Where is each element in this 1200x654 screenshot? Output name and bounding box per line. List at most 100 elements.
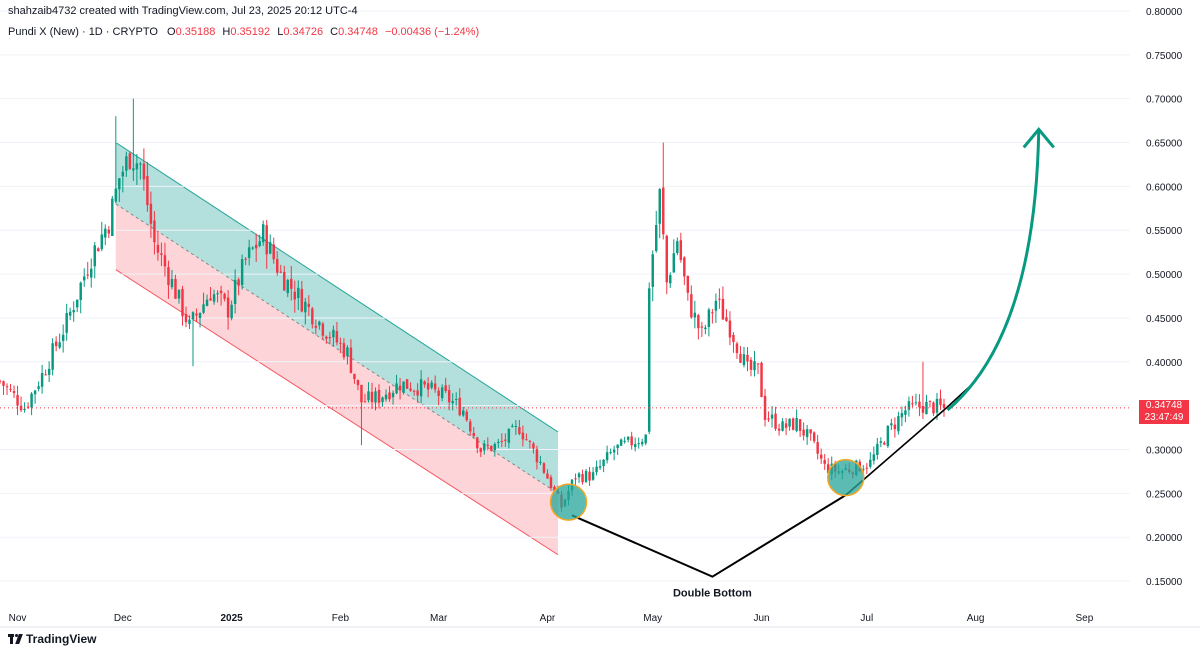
candle-body [907, 401, 911, 410]
candle [37, 381, 40, 392]
candle-body [283, 272, 286, 291]
candle-body [809, 429, 812, 434]
open-value: 0.35188 [175, 26, 216, 38]
candle [9, 383, 12, 392]
candle-body [942, 404, 946, 408]
candle-body [409, 388, 412, 391]
candle [86, 261, 89, 280]
candle [574, 473, 577, 487]
candle-body [121, 171, 125, 177]
time-axis[interactable]: Nov Dec 2025 Feb Mar Apr May Jun Jul Aug Sep [0, 613, 1200, 628]
candle-body [304, 301, 307, 313]
candle-body [5, 386, 9, 388]
candle [233, 269, 237, 314]
candle-body [651, 254, 654, 287]
candle [163, 242, 167, 277]
candle [886, 425, 890, 448]
candle-body [75, 299, 79, 308]
candle [44, 369, 47, 376]
time-tick-label: Jul [860, 613, 873, 624]
candle [623, 436, 626, 444]
candle-body [476, 437, 479, 449]
candle-body [598, 466, 602, 468]
candle [216, 290, 219, 303]
candle-body [139, 163, 142, 165]
candle [707, 307, 711, 337]
symbol-legend[interactable]: Pundi X (New) · 1D · CRYPTO O0.35188 H0.… [8, 26, 483, 38]
candle-body [451, 401, 454, 404]
candle-body [191, 312, 195, 320]
candle-body [521, 432, 525, 440]
candle-body [135, 163, 139, 170]
candle-body [500, 440, 504, 442]
price-tick-label: 0.55000 [1146, 226, 1183, 237]
candle [469, 419, 472, 436]
candle [876, 438, 879, 460]
candle-body [174, 278, 177, 299]
candle [767, 411, 770, 422]
candle [181, 285, 184, 326]
candle-body [44, 374, 47, 376]
tradingview-brand[interactable]: TradingView [8, 632, 96, 646]
candle-body [805, 429, 809, 438]
candle [391, 390, 395, 405]
candle-body [591, 472, 595, 480]
candle-body [104, 228, 107, 238]
candle-body [662, 187, 665, 235]
candle [626, 436, 630, 443]
candle-body [458, 397, 461, 416]
channel-top-line [115, 142, 559, 433]
candle [416, 383, 419, 403]
tradingview-logo-icon [8, 634, 23, 644]
candle-body [658, 189, 661, 224]
candle-body [395, 383, 398, 394]
candle [419, 370, 423, 404]
candle [528, 439, 532, 449]
candle-body [493, 443, 497, 451]
candle [756, 363, 760, 374]
candle [658, 188, 661, 239]
candle [82, 268, 86, 287]
chart-credit: shahzaib4732 created with TradingView.co… [8, 5, 358, 17]
candle-body [581, 473, 584, 483]
candle-body [339, 342, 342, 344]
candle-body [714, 300, 718, 311]
candle [142, 148, 146, 191]
candle-body [760, 362, 763, 398]
candle-body [118, 178, 121, 190]
candle [500, 433, 504, 448]
candle [212, 289, 216, 305]
candle [377, 384, 381, 409]
time-tick-label: Sep [1075, 613, 1093, 624]
candle-body [328, 337, 332, 339]
candle-body [454, 398, 458, 401]
candle-body [633, 444, 637, 448]
candle-body [539, 461, 542, 463]
candle-body [363, 401, 367, 403]
candle [577, 472, 581, 484]
candle-body [258, 241, 261, 246]
price-tick-label: 0.60000 [1146, 182, 1183, 193]
candle-body [437, 390, 440, 396]
candle [609, 448, 612, 455]
candle [318, 320, 321, 330]
symbol-name[interactable]: Pundi X (New) · 1D · CRYPTO [8, 26, 158, 38]
price-axis[interactable]: 0.80000 0.75000 0.70000 0.65000 0.60000 0.550… [1146, 7, 1183, 588]
candle [167, 260, 170, 299]
candle [633, 437, 637, 452]
candle-body [251, 247, 254, 249]
candle [823, 454, 826, 470]
candle [325, 335, 328, 344]
candle-body [23, 408, 26, 410]
candle-body [718, 298, 721, 300]
candle-body [216, 293, 219, 295]
candle [202, 292, 205, 315]
candle [54, 336, 58, 352]
candle-body [914, 402, 918, 404]
candle-body [202, 304, 205, 313]
candle-body [240, 259, 244, 285]
candle [5, 383, 9, 395]
candle [272, 237, 275, 264]
candle-body [697, 315, 700, 329]
